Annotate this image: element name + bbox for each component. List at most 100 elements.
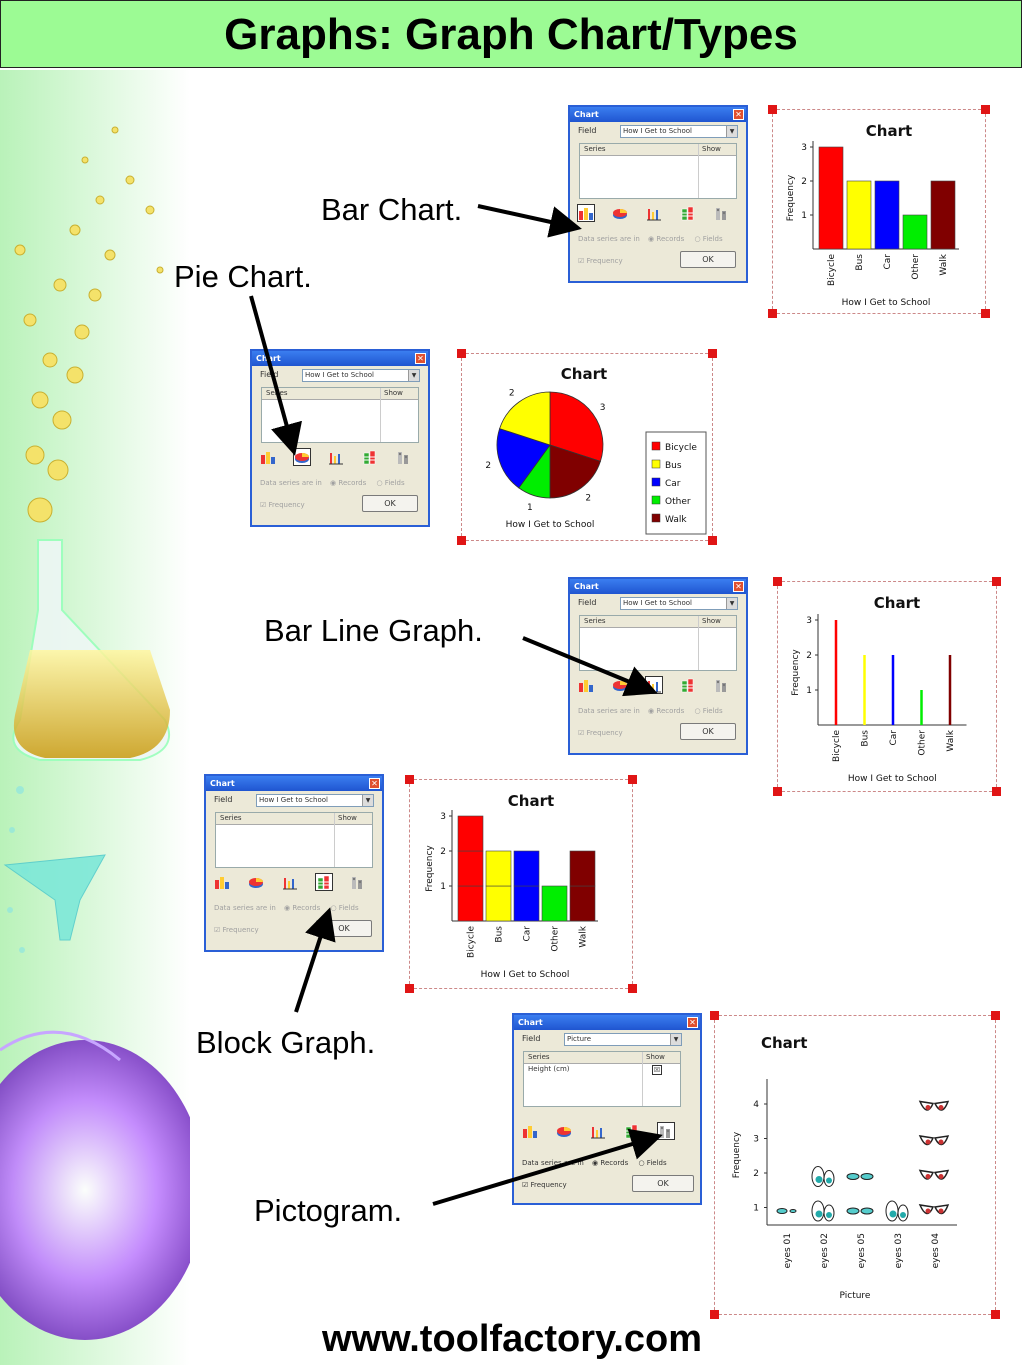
block-graph-icon[interactable] [680,205,696,221]
chart-frame-bar-line[interactable]: Chart 1 2 3 Bicycle Bus Car Other Walk How I Get … [773,577,1001,796]
fields-radio[interactable]: ○ [636,1159,647,1167]
pictogram-icon[interactable] [396,449,412,465]
chevron-down-icon[interactable]: ▼ [408,370,419,381]
frequency-checkbox[interactable]: ☑ [260,501,269,509]
callout-pie-chart: Pie Chart. [174,259,312,294]
resize-handle[interactable] [457,349,466,358]
pie-slice-label: 2 [585,494,591,504]
eyes-picture-eyes-05 [846,1207,874,1215]
block-graph: Chart 1 2 3 Bicycle Bus Car Other Walk How I Get … [425,792,598,980]
resize-handle[interactable] [991,1011,1000,1020]
resize-handle[interactable] [981,105,990,114]
close-icon[interactable]: ✕ [415,353,426,364]
ok-button[interactable]: OK [362,495,418,512]
chevron-down-icon[interactable]: ▼ [726,126,737,137]
bar-line-chart-icon[interactable] [282,874,298,890]
pie-chart-icon[interactable] [556,1123,572,1139]
ok-button[interactable]: OK [680,251,736,268]
field-select[interactable]: How I Get to School ▼ [620,597,738,610]
resize-handle[interactable] [710,1310,719,1319]
frequency-checkbox[interactable]: ☑ [522,1181,531,1189]
close-icon[interactable]: ✕ [733,581,744,592]
resize-handle[interactable] [628,984,637,993]
pie-chart-icon[interactable] [293,448,311,466]
resize-handle[interactable] [457,536,466,545]
bar-chart-icon[interactable] [578,677,594,693]
series-list[interactable]: Series Show [579,615,737,671]
series-list[interactable]: Series Show [261,387,419,443]
field-select[interactable]: How I Get to School ▼ [302,369,420,382]
series-list-divider [698,616,699,670]
block-graph-icon[interactable] [315,873,333,891]
fields-radio[interactable]: ○ [374,479,385,487]
chart-frame-pictogram[interactable]: Chart 1 2 3 4 eyes 01 eyes 02 eyes 05 eyes 03 eye… [710,1011,1000,1319]
resize-handle[interactable] [628,775,637,784]
resize-handle[interactable] [992,787,1001,796]
resize-handle[interactable] [991,1310,1000,1319]
fields-radio[interactable]: ○ [328,904,339,912]
block-graph-icon[interactable] [680,677,696,693]
eyes-picture-eyes-04 [918,1100,950,1111]
chart-frame-pie[interactable]: Chart 3 2 1 2 2 How I Get to School Bicycle Bus C… [457,349,717,545]
resize-handle[interactable] [708,536,717,545]
fields-radio[interactable]: ○ [692,707,703,715]
series-list[interactable]: Series Show [215,812,373,868]
resize-handle[interactable] [708,349,717,358]
pie-chart-icon[interactable] [612,677,628,693]
field-select[interactable]: How I Get to School ▼ [256,794,374,807]
series-show-checkbox[interactable]: ☒ [652,1065,662,1075]
field-select[interactable]: How I Get to School ▼ [620,125,738,138]
resize-handle[interactable] [773,787,782,796]
close-icon[interactable]: ✕ [733,109,744,120]
bar-chart-icon[interactable] [522,1123,538,1139]
pictogram-icon[interactable] [657,1122,675,1140]
footer-url[interactable]: www.toolfactory.com [321,1318,703,1360]
resize-handle[interactable] [768,309,777,318]
series-list[interactable]: Series Show Height (cm) ☒ [523,1051,681,1107]
records-radio[interactable]: ◉ [645,707,657,715]
dialog-title: Chart [210,779,235,788]
bar-line-chart-icon[interactable] [645,676,663,694]
pictogram-icon[interactable] [350,874,366,890]
records-radio[interactable]: ◉ [645,235,657,243]
resize-handle[interactable] [710,1011,719,1020]
records-radio[interactable]: ◉ [281,904,293,912]
resize-handle[interactable] [768,105,777,114]
bar-line-chart-icon[interactable] [590,1123,606,1139]
fields-radio[interactable]: ○ [692,235,703,243]
bar-chart-icon[interactable] [260,449,276,465]
bar-chart-icon[interactable] [214,874,230,890]
pictogram-icon[interactable] [714,205,730,221]
frequency-checkbox[interactable]: ☑ [578,257,587,265]
pie-chart-icon[interactable] [612,205,628,221]
fields-label: Fields [702,235,723,243]
block-graph-icon[interactable] [362,449,378,465]
chevron-down-icon[interactable]: ▼ [670,1034,681,1045]
chevron-down-icon[interactable]: ▼ [362,795,373,806]
ok-button[interactable]: OK [316,920,372,937]
pie-chart-icon[interactable] [248,874,264,890]
chart-frame-bar[interactable]: Chart 1 2 3 Bicycle Bus Car Other Walk How I Get … [768,105,990,318]
bar-line-chart-icon[interactable] [328,449,344,465]
ok-button[interactable]: OK [680,723,736,740]
block-graph-icon[interactable] [624,1123,640,1139]
resize-handle[interactable] [992,577,1001,586]
resize-handle[interactable] [405,984,414,993]
frequency-checkbox[interactable]: ☑ [214,926,223,934]
pictogram-icon[interactable] [714,677,730,693]
bar-line-chart-icon[interactable] [646,205,662,221]
close-icon[interactable]: ✕ [687,1017,698,1028]
close-icon[interactable]: ✕ [369,778,380,789]
resize-handle[interactable] [773,577,782,586]
chevron-down-icon[interactable]: ▼ [726,598,737,609]
frequency-checkbox[interactable]: ☑ [578,729,587,737]
chart-frame-block[interactable]: Chart 1 2 3 Bicycle Bus Car Other Walk How I Get … [405,775,637,993]
ok-button[interactable]: OK [632,1175,694,1192]
records-radio[interactable]: ◉ [327,479,339,487]
field-select[interactable]: Picture ▼ [564,1033,682,1046]
series-list[interactable]: Series Show [579,143,737,199]
resize-handle[interactable] [981,309,990,318]
bar-chart-icon[interactable] [577,204,595,222]
records-radio[interactable]: ◉ [589,1159,601,1167]
resize-handle[interactable] [405,775,414,784]
